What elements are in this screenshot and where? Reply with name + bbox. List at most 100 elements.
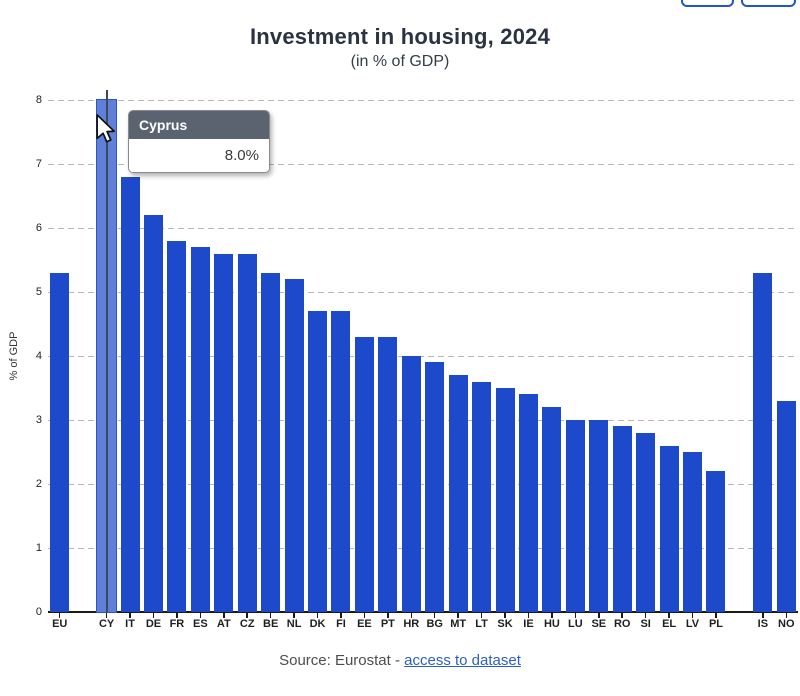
tooltip-value: 8.0% (129, 139, 269, 172)
dataset-link[interactable]: access to dataset (404, 652, 521, 669)
x-tick-is (762, 613, 764, 618)
bar-ie[interactable] (518, 394, 538, 612)
x-label-fr: FR (169, 618, 185, 630)
gridline-8 (48, 100, 798, 101)
bar-is[interactable] (753, 272, 773, 612)
bar-fr[interactable] (167, 240, 187, 612)
bar-es[interactable] (190, 247, 210, 612)
x-label-cz: CZ (239, 618, 255, 630)
x-tick-si (644, 613, 647, 618)
x-tick-lt (480, 613, 483, 618)
x-tick-lv (691, 613, 694, 618)
y-tick-label-7: 7 (35, 158, 42, 170)
x-label-pt: PT (380, 618, 395, 630)
bar-lu[interactable] (565, 420, 585, 612)
bar-el[interactable] (659, 445, 679, 612)
bar-it[interactable] (120, 176, 140, 612)
bar-si[interactable] (636, 432, 656, 612)
x-tick-pt (387, 613, 389, 618)
x-tick-cy (105, 613, 108, 618)
x-tick-pl (715, 613, 717, 618)
x-tick-bg (433, 613, 436, 618)
bar-lv[interactable] (683, 452, 703, 612)
x-tick-it (129, 613, 131, 618)
bar-eu[interactable] (50, 272, 70, 612)
gridline-6 (48, 228, 798, 229)
bar-hr[interactable] (401, 356, 421, 612)
x-tick-no (785, 613, 788, 618)
bar-be[interactable] (261, 272, 281, 612)
x-label-ro: RO (613, 618, 631, 630)
x-tick-cz (246, 613, 248, 618)
x-tick-fr (176, 613, 178, 618)
x-label-is: IS (757, 618, 769, 630)
bar-at[interactable] (214, 253, 234, 612)
gridline-2 (48, 484, 798, 485)
tooltip: Cyprus 8.0% (128, 110, 270, 173)
x-tick-nl (293, 613, 295, 618)
x-tick-eu (58, 613, 61, 618)
x-tick-se (598, 613, 600, 618)
x-tick-ee (363, 613, 366, 618)
source-text: Source: Eurostat - (279, 652, 405, 669)
bar-sk[interactable] (495, 388, 515, 612)
x-tick-es (199, 613, 202, 618)
bar-hu[interactable] (542, 407, 562, 612)
bar-bg[interactable] (425, 362, 445, 612)
bar-nl[interactable] (284, 279, 304, 612)
x-label-mt: MT (450, 618, 467, 630)
x-label-no: NO (778, 618, 795, 630)
x-tick-ro (621, 613, 623, 618)
gridline-1 (48, 548, 798, 549)
x-label-de: DE (145, 618, 162, 630)
x-label-hu: HU (543, 618, 560, 630)
x-label-pl: PL (708, 618, 723, 630)
y-tick-label-4: 4 (35, 350, 42, 362)
x-label-at: AT (216, 618, 231, 630)
bar-ee[interactable] (354, 336, 374, 612)
gridline-4 (48, 356, 798, 357)
x-label-bg: BG (426, 618, 443, 630)
gridline-3 (48, 420, 798, 421)
x-axis-line (48, 611, 798, 613)
x-label-el: EL (662, 618, 677, 630)
x-label-lu: LU (568, 618, 583, 630)
x-tick-be (269, 613, 272, 618)
x-tick-ie (527, 613, 530, 618)
x-tick-de (152, 613, 155, 618)
toolbar-button-2[interactable] (741, 0, 796, 7)
y-tick-label-3: 3 (35, 414, 42, 426)
y-tick-label-6: 6 (35, 222, 42, 234)
bar-pt[interactable] (378, 336, 398, 612)
y-tick-label-1: 1 (35, 542, 42, 554)
mouse-cursor-icon (96, 114, 116, 143)
x-label-fi: FI (336, 618, 346, 630)
x-tick-fi (340, 613, 342, 618)
x-label-sk: SK (497, 618, 513, 630)
bar-se[interactable] (589, 420, 609, 612)
x-label-si: SI (640, 618, 651, 630)
x-label-lv: LV (685, 618, 700, 630)
crosshair-line (105, 90, 108, 612)
bar-mt[interactable] (448, 375, 468, 612)
x-tick-hu (551, 613, 553, 618)
bar-de[interactable] (143, 215, 163, 612)
x-label-es: ES (193, 618, 208, 630)
gridline-5 (48, 292, 798, 293)
x-label-hr: HR (403, 618, 420, 630)
gridline-7 (48, 164, 798, 165)
y-tick-label-8: 8 (35, 94, 42, 106)
chart-subtitle: (in % of GDP) (350, 53, 450, 70)
bar-lt[interactable] (472, 381, 492, 612)
bar-cz[interactable] (237, 253, 257, 612)
toolbar-button-1[interactable] (681, 0, 734, 7)
x-label-eu: EU (52, 618, 68, 630)
bar-pl[interactable] (706, 471, 726, 612)
bar-fi[interactable] (331, 311, 351, 612)
bar-no[interactable] (776, 400, 796, 612)
x-label-se: SE (591, 618, 607, 630)
x-label-cy: CY (98, 618, 115, 630)
bar-dk[interactable] (308, 311, 328, 612)
bar-ro[interactable] (612, 426, 632, 612)
